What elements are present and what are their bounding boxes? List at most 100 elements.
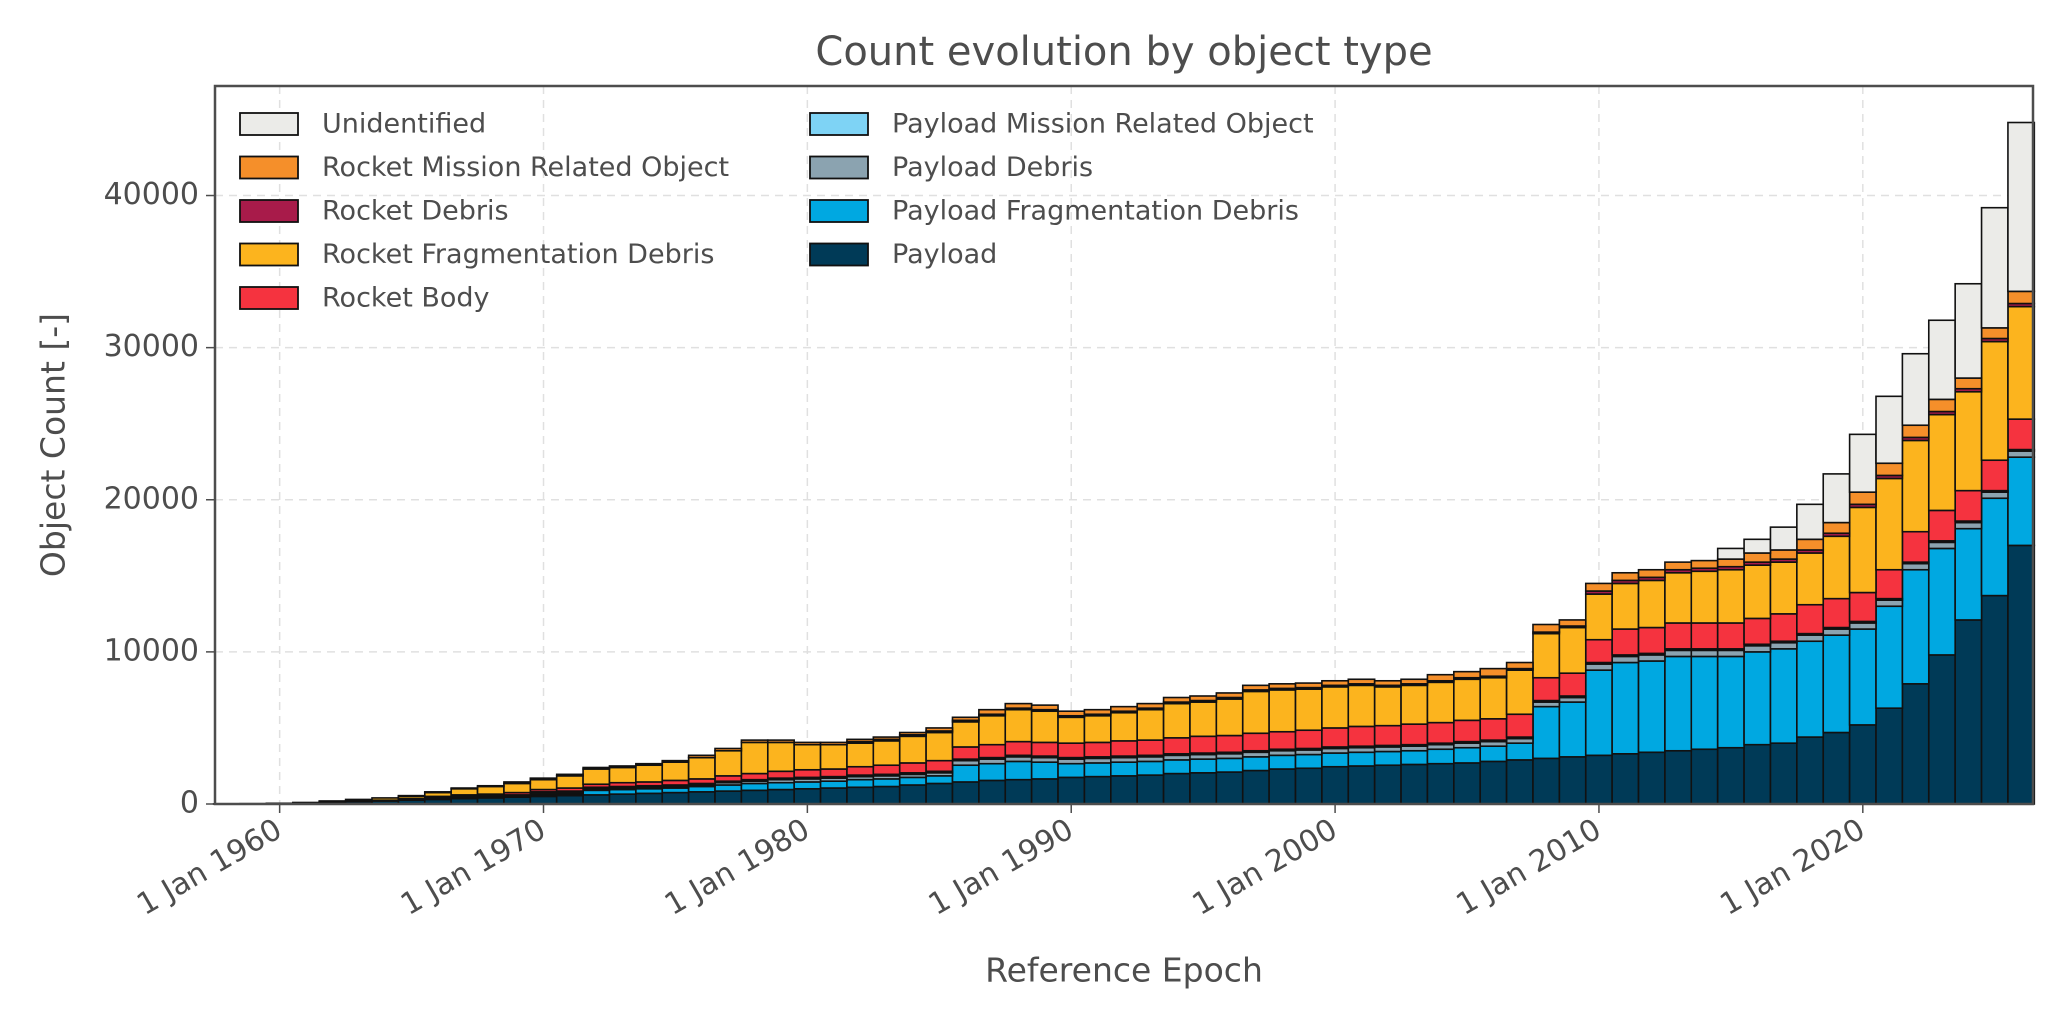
bar-segment bbox=[925, 731, 954, 762]
bar-segment bbox=[529, 777, 558, 781]
bar-segment bbox=[1215, 698, 1244, 737]
legend-swatch bbox=[809, 242, 869, 267]
bar-segment bbox=[1664, 561, 1693, 571]
bar-segment bbox=[1769, 648, 1798, 744]
bar-segment bbox=[898, 776, 927, 786]
bar-segment bbox=[608, 793, 637, 805]
bar-segment bbox=[1030, 704, 1059, 711]
bar-segment bbox=[687, 791, 716, 805]
bar-segment bbox=[1822, 521, 1851, 535]
bar-segment bbox=[1690, 622, 1719, 650]
bar-segment bbox=[1241, 690, 1270, 735]
bar-segment bbox=[661, 791, 690, 805]
bar-segment bbox=[1321, 727, 1350, 748]
bar-segment bbox=[1558, 701, 1587, 758]
x-tick-label: 1 Jan 2000 bbox=[1187, 812, 1344, 923]
bar-segment bbox=[1057, 716, 1086, 744]
bar-segment bbox=[661, 761, 690, 782]
bar-segment bbox=[1558, 619, 1587, 627]
bar-segment bbox=[925, 782, 954, 805]
legend-swatch bbox=[239, 155, 299, 180]
x-tick-label: 1 Jan 1990 bbox=[923, 812, 1080, 923]
bar-segment bbox=[1954, 619, 1983, 805]
bar-segment bbox=[1057, 742, 1086, 759]
bar-segment bbox=[1796, 552, 1825, 606]
bar-segment bbox=[423, 791, 452, 794]
y-axis-label: Object Count [-] bbox=[34, 313, 73, 577]
bar-segment bbox=[529, 778, 558, 791]
bar-segment bbox=[872, 740, 901, 767]
legend: Unidentified Rocket Mission Related Objec… bbox=[239, 109, 1314, 314]
bar-segment bbox=[1373, 679, 1402, 687]
bar-segment bbox=[2007, 290, 2036, 305]
bar-segment bbox=[793, 768, 822, 779]
plot-frame bbox=[213, 84, 2035, 806]
bar-segment bbox=[1611, 582, 1640, 630]
bar-segment bbox=[608, 766, 637, 784]
bar-segment bbox=[1796, 736, 1825, 805]
bar-segment bbox=[872, 785, 901, 805]
bar-segment bbox=[1980, 459, 2009, 492]
bar-segment bbox=[1215, 692, 1244, 699]
bar-segment bbox=[1584, 582, 1613, 592]
bar-segment bbox=[740, 782, 769, 792]
bar-segment bbox=[344, 798, 373, 802]
bar-segment bbox=[1004, 740, 1033, 757]
bar-segment bbox=[1110, 761, 1138, 777]
bar-segment bbox=[1584, 663, 1613, 671]
y-tick-label: 0 bbox=[180, 786, 199, 821]
bar-segment bbox=[1321, 686, 1350, 729]
y-tick-label: 10000 bbox=[104, 633, 199, 668]
bar-segment bbox=[1716, 655, 1745, 749]
bar-segment bbox=[1637, 660, 1666, 754]
bar-segment bbox=[1637, 654, 1666, 662]
bar-segment bbox=[951, 716, 980, 722]
bar-segment bbox=[1954, 489, 1983, 522]
bar-segment bbox=[1373, 764, 1402, 805]
bar-segment bbox=[1057, 762, 1086, 779]
bar-segment bbox=[1030, 761, 1059, 780]
bar-segment bbox=[1347, 765, 1376, 805]
bar-segment bbox=[846, 742, 875, 768]
bar-segment bbox=[1004, 708, 1033, 743]
bar-segment bbox=[1769, 742, 1798, 805]
bar-segment bbox=[1822, 473, 1851, 524]
bar-segment bbox=[925, 759, 954, 773]
bar-segment bbox=[1558, 626, 1587, 674]
bar-segment bbox=[635, 764, 664, 783]
bar-segment bbox=[1321, 752, 1350, 768]
bar-segment bbox=[1796, 538, 1825, 551]
bar-segment bbox=[1769, 561, 1798, 615]
bar-segment bbox=[1110, 740, 1138, 757]
bar-segment bbox=[1690, 649, 1719, 658]
bar-segment bbox=[1532, 705, 1561, 760]
bar-segment bbox=[1453, 670, 1482, 679]
bar-segment bbox=[1954, 377, 1983, 390]
bar-segment bbox=[1980, 327, 2009, 340]
bar-segment bbox=[1664, 649, 1693, 658]
bar-segment bbox=[1901, 424, 1930, 439]
bar-segment bbox=[1611, 753, 1640, 805]
x-tick-label: 1 Jan 1970 bbox=[395, 812, 552, 923]
y-tick-label: 40000 bbox=[104, 177, 199, 212]
bar-segment bbox=[1980, 594, 2009, 805]
bar-segment bbox=[1584, 638, 1613, 664]
bar-segment bbox=[1083, 762, 1112, 778]
bar-segment bbox=[2007, 450, 2036, 458]
bar-segment bbox=[1453, 719, 1482, 743]
bar-segment bbox=[793, 787, 822, 805]
bar-segment bbox=[740, 739, 769, 744]
bar-segment bbox=[1796, 503, 1825, 541]
bar-segment bbox=[1268, 730, 1297, 751]
bar-segment bbox=[1927, 547, 1956, 656]
bar-segment bbox=[1268, 683, 1297, 690]
bar-segment bbox=[766, 741, 795, 773]
bar-segment bbox=[1743, 651, 1772, 746]
bar-segment bbox=[1637, 626, 1666, 655]
bar-segment bbox=[819, 741, 848, 746]
bar-segment bbox=[1664, 655, 1693, 752]
bar-segment bbox=[1716, 547, 1745, 560]
bar-segment bbox=[1189, 735, 1218, 754]
bar-segment bbox=[1980, 497, 2009, 597]
